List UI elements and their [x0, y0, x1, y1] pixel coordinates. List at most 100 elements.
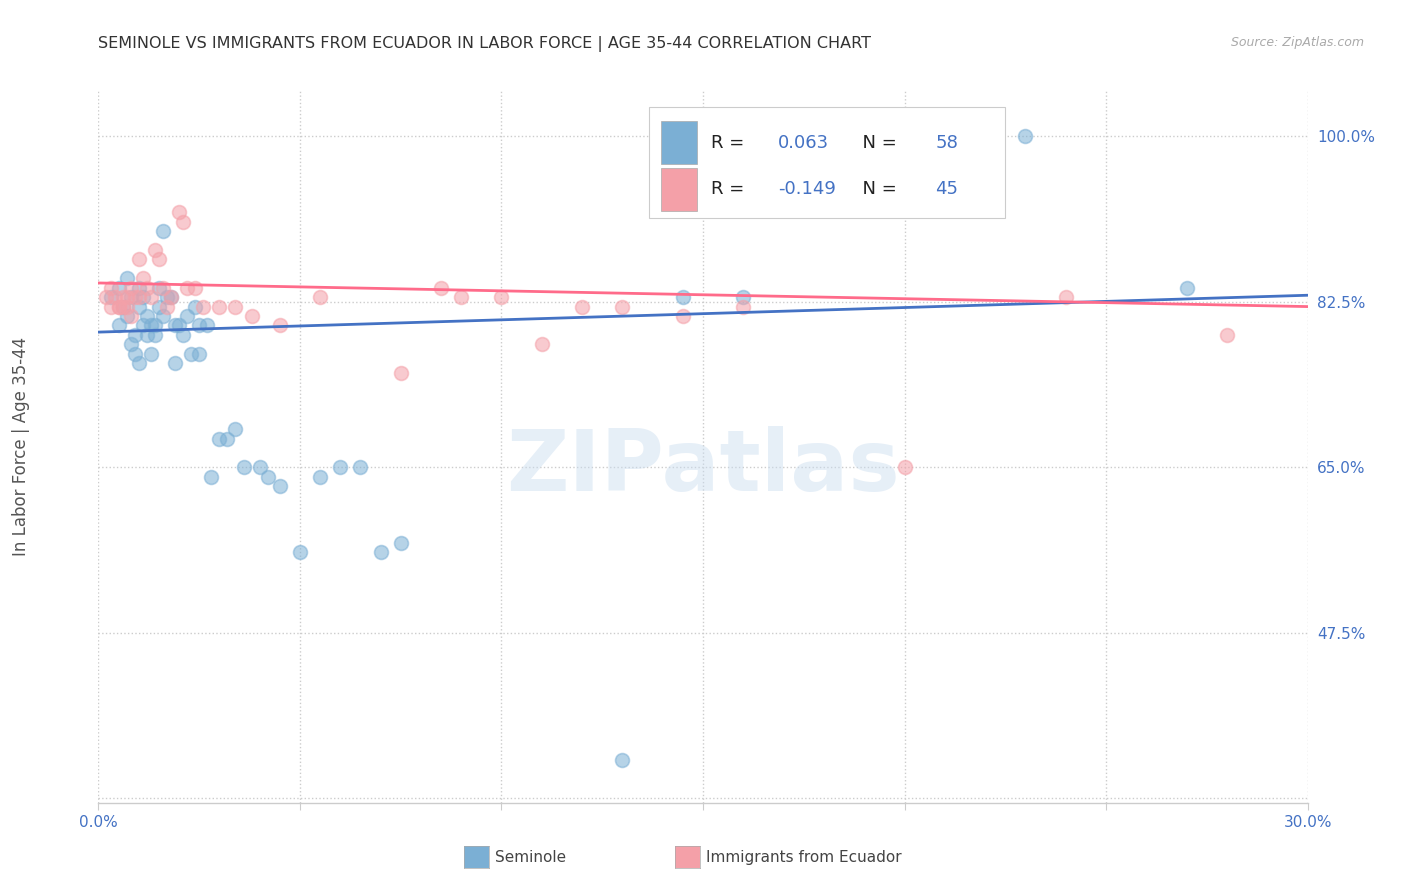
Point [152, 309, 174, 323]
Text: In Labor Force | Age 35-44: In Labor Force | Age 35-44 [13, 336, 30, 556]
Text: Source: ZipAtlas.com: Source: ZipAtlas.com [1230, 36, 1364, 49]
Point [120, 290, 142, 304]
Point [115, 290, 138, 304]
Point [167, 318, 190, 333]
Point [530, 337, 553, 351]
Bar [661, 121, 697, 164]
Point [124, 290, 146, 304]
Point [389, 366, 412, 380]
Point [733, 290, 755, 304]
Point [135, 309, 157, 323]
Text: Immigrants from Ecuador: Immigrants from Ecuador [706, 850, 901, 864]
Point [148, 252, 170, 267]
Point [124, 347, 146, 361]
Point [571, 300, 593, 314]
Point [349, 460, 371, 475]
Point [100, 281, 122, 295]
Point [208, 432, 231, 446]
Point [160, 290, 183, 304]
Text: R =: R = [711, 134, 751, 152]
Text: N =: N = [851, 180, 903, 198]
Point [240, 309, 263, 323]
Point [120, 337, 142, 351]
Point [156, 300, 179, 314]
Point [450, 290, 472, 304]
Point [156, 290, 179, 304]
Point [139, 347, 162, 361]
Point [180, 347, 202, 361]
Point [167, 205, 190, 219]
Point [309, 469, 332, 483]
Point [143, 327, 166, 342]
Point [188, 318, 211, 333]
Point [132, 271, 155, 285]
Point [111, 300, 134, 314]
Point [143, 243, 166, 257]
Point [491, 290, 513, 304]
Point [172, 214, 194, 228]
Point [96, 290, 118, 304]
Point [269, 479, 291, 493]
Point [217, 432, 239, 446]
Point [107, 281, 129, 295]
Point [612, 753, 634, 767]
Point [111, 290, 134, 304]
Point [184, 281, 207, 295]
Point [124, 327, 146, 342]
Point [893, 460, 915, 475]
Point [193, 300, 215, 314]
FancyBboxPatch shape [648, 107, 1005, 218]
Point [1216, 327, 1239, 342]
Point [115, 300, 138, 314]
Text: N =: N = [851, 134, 903, 152]
Text: Seminole: Seminole [495, 850, 567, 864]
Point [288, 545, 311, 559]
Point [115, 309, 138, 323]
Point [224, 422, 246, 436]
Point [232, 460, 254, 475]
Point [672, 309, 695, 323]
Point [329, 460, 352, 475]
Text: SEMINOLE VS IMMIGRANTS FROM ECUADOR IN LABOR FORCE | AGE 35-44 CORRELATION CHART: SEMINOLE VS IMMIGRANTS FROM ECUADOR IN L… [98, 36, 872, 52]
Point [132, 290, 155, 304]
Point [172, 327, 194, 342]
Point [176, 281, 198, 295]
Point [107, 318, 129, 333]
Point [711, 129, 734, 144]
Point [163, 356, 186, 370]
Point [139, 290, 162, 304]
Point [184, 300, 207, 314]
Point [224, 300, 246, 314]
Point [143, 318, 166, 333]
Point [103, 290, 125, 304]
Point [256, 469, 278, 483]
Point [1014, 129, 1036, 144]
Point [135, 327, 157, 342]
Point [107, 300, 129, 314]
Point [111, 300, 134, 314]
Point [120, 309, 142, 323]
Point [152, 281, 174, 295]
Point [115, 271, 138, 285]
Point [128, 290, 150, 304]
Point [309, 290, 332, 304]
Text: 0.063: 0.063 [778, 134, 830, 152]
Point [430, 281, 453, 295]
Point [176, 309, 198, 323]
Text: R =: R = [711, 180, 751, 198]
Point [612, 300, 634, 314]
Text: ZIPatlas: ZIPatlas [506, 425, 900, 509]
Point [148, 281, 170, 295]
Point [953, 177, 976, 191]
Point [249, 460, 271, 475]
Point [1054, 290, 1077, 304]
Point [100, 300, 122, 314]
Point [269, 318, 291, 333]
Point [188, 347, 211, 361]
Text: 58: 58 [935, 134, 957, 152]
Point [120, 281, 142, 295]
Point [733, 300, 755, 314]
Text: -0.149: -0.149 [778, 180, 835, 198]
Point [100, 290, 122, 304]
Point [128, 356, 150, 370]
